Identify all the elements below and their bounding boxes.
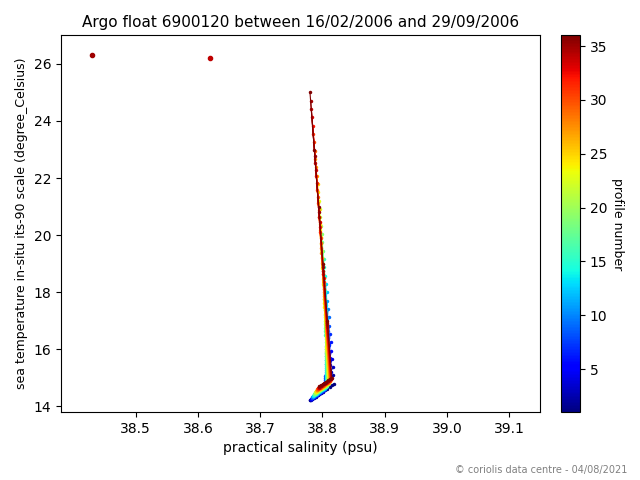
Text: © coriolis data centre - 04/08/2021: © coriolis data centre - 04/08/2021 (455, 465, 627, 475)
Title: Argo float 6900120 between 16/02/2006 and 29/09/2006: Argo float 6900120 between 16/02/2006 an… (82, 15, 519, 30)
X-axis label: practical salinity (psu): practical salinity (psu) (223, 442, 378, 456)
Y-axis label: sea temperature in-situ its-90 scale (degree_Celsius): sea temperature in-situ its-90 scale (de… (15, 58, 28, 389)
Y-axis label: profile number: profile number (611, 178, 624, 270)
